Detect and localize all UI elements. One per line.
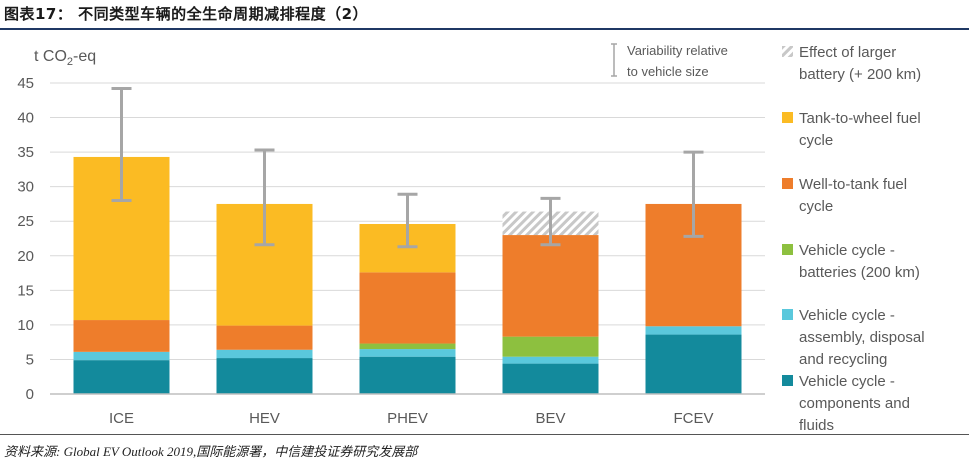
legend-label-wtt: Well-to-tank fuel: [799, 176, 907, 193]
title-rule: [0, 28, 969, 30]
x-tick-label: PHEV: [387, 410, 428, 427]
y-tick-label: 45: [17, 75, 34, 92]
variability-legend-text: to vehicle size: [627, 64, 709, 79]
bar-segment-batteries-bev: [502, 336, 599, 357]
x-tick-label: HEV: [249, 410, 280, 427]
x-tick-label: ICE: [109, 410, 134, 427]
bar-segment-wtt-phev: [359, 272, 456, 344]
legend-swatch-components: [782, 375, 793, 386]
legend-label-assembly: assembly, disposal: [799, 329, 925, 346]
legend-swatch-batteries: [782, 244, 793, 255]
source-note: 资料来源: Global EV Outlook 2019,国际能源署，中信建投证…: [4, 444, 418, 459]
y-tick-label: 5: [26, 351, 34, 368]
bar-segment-batteries-phev: [359, 343, 456, 350]
bar-segment-components-hev: [216, 358, 313, 394]
bar-segment-wtt-ice: [73, 320, 170, 352]
legend-swatch-larger_battery: [782, 46, 793, 57]
y-tick-label: 0: [26, 386, 34, 403]
bar-segment-components-bev: [502, 363, 599, 394]
legend-label-assembly: Vehicle cycle -: [799, 307, 895, 324]
y-tick-label: 20: [17, 248, 34, 265]
legend-label-larger_battery: Effect of larger: [799, 44, 896, 61]
legend-swatch-wtt: [782, 178, 793, 189]
y-tick-label: 40: [17, 110, 34, 127]
bar-segment-wtt-bev: [502, 235, 599, 337]
legend-label-larger_battery: battery (+ 200 km): [799, 66, 921, 83]
footer-rule: [0, 434, 969, 435]
bar-segment-assembly-hev: [216, 349, 313, 359]
bar-segment-assembly-fcev: [645, 326, 742, 335]
y-tick-label: 25: [17, 213, 34, 230]
bar-segment-components-phev: [359, 356, 456, 394]
legend-label-components: components and: [799, 395, 910, 412]
bar-segment-components-ice: [73, 360, 170, 394]
legend-swatch-assembly: [782, 309, 793, 320]
bar-segment-components-fcev: [645, 334, 742, 394]
legend-label-components: fluids: [799, 417, 834, 434]
stacked-bar-chart: 0 5 10 15 20 25 30 35 40 45t CO2-eq ICE HEV PHEV BEV F…: [17, 43, 925, 434]
variability-legend-text: Variability relative: [627, 43, 728, 58]
y-axis-label: t CO2-eq: [34, 48, 96, 68]
x-tick-label: FCEV: [673, 410, 713, 427]
legend-label-ttw: cycle: [799, 132, 833, 149]
legend-label-assembly: and recycling: [799, 351, 887, 368]
y-tick-label: 10: [17, 317, 34, 334]
bar-segment-assembly-bev: [502, 356, 599, 364]
y-tick-label: 15: [17, 282, 34, 299]
bar-segment-wtt-hev: [216, 325, 313, 350]
legend-label-wtt: cycle: [799, 198, 833, 215]
legend-swatch-ttw: [782, 112, 793, 123]
bar-segment-assembly-phev: [359, 349, 456, 357]
x-tick-label: BEV: [535, 410, 565, 427]
y-tick-label: 35: [17, 144, 34, 161]
figure-title: 图表17： 不同类型车辆的全生命周期减排程度（2）: [4, 5, 369, 23]
legend-label-batteries: Vehicle cycle -: [799, 242, 895, 259]
y-tick-label: 30: [17, 179, 34, 196]
bar-segment-assembly-ice: [73, 351, 170, 361]
legend-label-batteries: batteries (200 km): [799, 264, 920, 281]
legend-label-ttw: Tank-to-wheel fuel: [799, 110, 921, 127]
legend-label-components: Vehicle cycle -: [799, 373, 895, 390]
